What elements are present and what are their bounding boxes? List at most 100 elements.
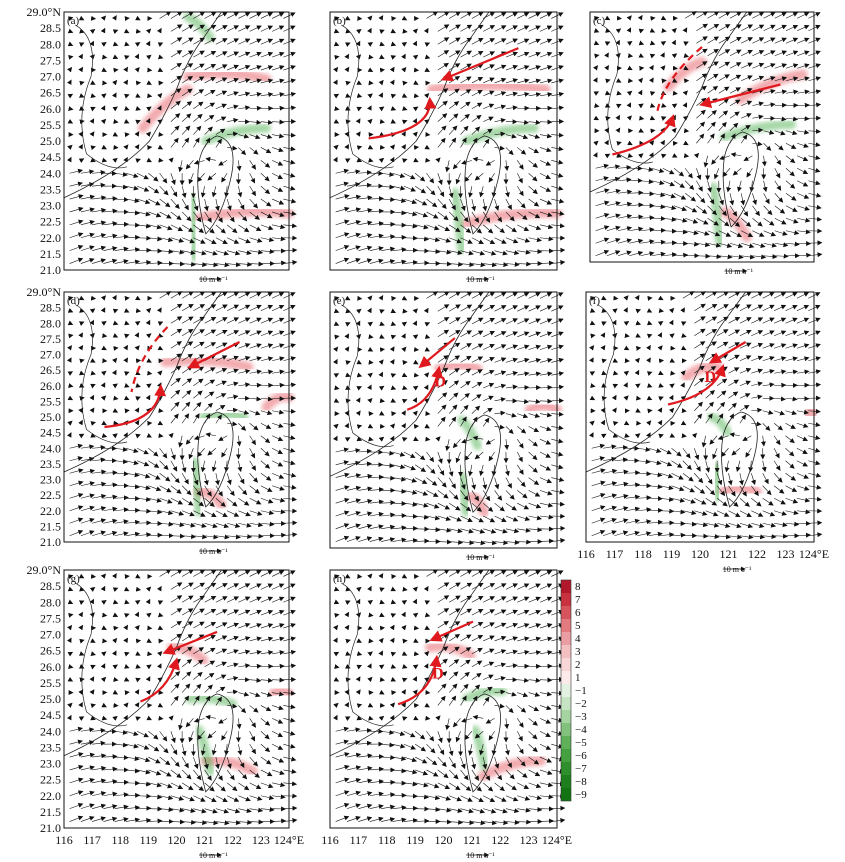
- wind-vector: [333, 624, 339, 631]
- wind-vector: [449, 88, 460, 97]
- wind-vector: [238, 795, 251, 802]
- wind-vector: [680, 382, 685, 388]
- wind-vector: [671, 114, 676, 121]
- wind-vector: [694, 460, 701, 472]
- wind-vector: [136, 730, 149, 738]
- wind-vector: [103, 470, 118, 476]
- wind-vector: [260, 705, 272, 712]
- wind-vector: [181, 769, 192, 780]
- wind-vector: [483, 515, 496, 523]
- wind-vector: [638, 28, 645, 34]
- wind-vector: [125, 756, 140, 762]
- wind-vector: [170, 237, 185, 243]
- wind-vector: [369, 487, 385, 493]
- wind-vector: [774, 116, 787, 122]
- wind-vector: [517, 705, 527, 713]
- flow-arrow: [667, 364, 726, 406]
- wind-vector: [367, 118, 373, 125]
- wind-vector: [796, 343, 810, 349]
- latitude-tick-label: 26.5: [40, 86, 61, 100]
- wind-vector: [78, 295, 85, 301]
- wind-vector: [272, 623, 285, 629]
- wind-vector: [181, 353, 194, 362]
- wind-vector: [249, 160, 256, 170]
- wind-vector: [741, 100, 753, 107]
- wind-vector: [669, 333, 675, 339]
- colorbar-swatch: [561, 775, 571, 788]
- wind-vector: [403, 793, 418, 799]
- negative-anomaly-region: [187, 193, 199, 262]
- wind-vector: [181, 569, 194, 577]
- wind-vector: [751, 304, 764, 312]
- wind-vector: [471, 795, 484, 802]
- wind-vector: [157, 42, 164, 47]
- wind-vector: [368, 715, 374, 721]
- wind-vector: [204, 102, 216, 110]
- wind-vector: [103, 804, 118, 810]
- wind-vector: [604, 90, 611, 96]
- wind-vector: [227, 675, 239, 681]
- wind-vector: [471, 198, 477, 212]
- wind-vector: [517, 160, 524, 170]
- wind-vector: [358, 233, 373, 239]
- wind-vector: [69, 529, 84, 537]
- wind-vector: [381, 463, 395, 469]
- wind-vector: [368, 157, 374, 163]
- wind-vector: [204, 569, 217, 577]
- wind-vector: [92, 791, 107, 797]
- wind-vector: [188, 448, 194, 460]
- wind-vector: [125, 768, 140, 774]
- colorbar-swatch: [561, 788, 571, 801]
- wind-vector: [193, 401, 202, 411]
- wind-vector: [591, 493, 606, 499]
- wind-vector: [671, 472, 684, 480]
- wind-vector: [716, 378, 728, 386]
- wind-vector: [539, 305, 553, 312]
- wind-vector: [449, 250, 463, 256]
- wind-vector: [437, 113, 448, 122]
- wind-vector: [170, 473, 180, 484]
- wind-vector: [460, 224, 472, 234]
- wind-vector: [604, 15, 611, 21]
- wind-vector: [785, 410, 797, 416]
- wind-vector: [413, 157, 419, 163]
- wind-vector: [751, 407, 763, 413]
- wind-vector: [741, 218, 752, 227]
- wind-vector: [358, 170, 372, 176]
- wind-vector: [90, 638, 96, 643]
- wind-vector: [103, 208, 118, 214]
- wind-vector: [227, 77, 239, 84]
- wind-vector: [762, 382, 775, 388]
- wind-vector: [227, 381, 239, 387]
- wind-vector: [471, 502, 482, 512]
- wind-vector: [211, 460, 217, 473]
- wind-vector: [517, 451, 523, 463]
- wind-vector: [741, 88, 753, 94]
- wind-vector: [705, 485, 716, 496]
- wind-vector: [181, 24, 194, 32]
- wind-vector: [260, 410, 273, 416]
- wind-vector: [389, 156, 395, 163]
- wind-vector: [260, 636, 274, 642]
- wind-vector: [227, 394, 239, 400]
- wind-vector: [539, 147, 552, 153]
- wind-vector: [707, 48, 719, 57]
- wind-vector: [740, 205, 749, 217]
- wind-vector: [504, 439, 510, 450]
- wind-vector: [460, 198, 466, 212]
- wind-vector: [103, 530, 118, 537]
- wind-vector: [80, 778, 95, 784]
- wind-vector: [249, 134, 261, 140]
- wind-vector: [625, 470, 641, 476]
- wind-vector: [718, 254, 733, 260]
- wind-vector: [137, 496, 152, 502]
- wind-vector: [112, 383, 118, 389]
- wind-vector: [332, 714, 338, 721]
- wind-vector: [774, 102, 788, 108]
- wind-vector: [471, 622, 484, 629]
- wind-vector: [67, 296, 74, 301]
- wind-vector: [448, 198, 456, 211]
- wind-vector: [146, 106, 152, 112]
- wind-vector: [369, 816, 384, 822]
- wind-vector: [137, 260, 152, 265]
